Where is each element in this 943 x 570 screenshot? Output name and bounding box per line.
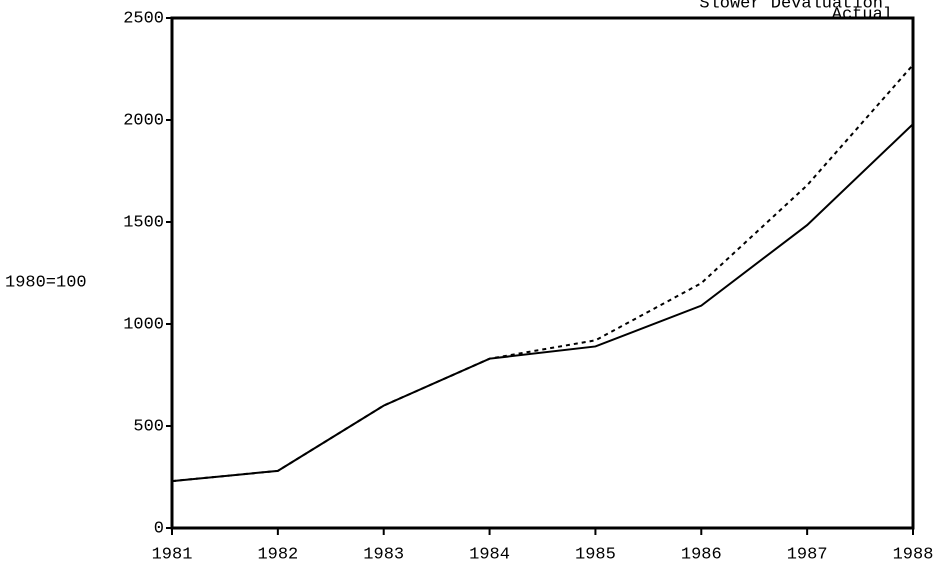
y-tick-label: 2500: [123, 9, 164, 28]
x-tick-label: 1983: [363, 545, 404, 564]
x-tick-label: 1985: [575, 545, 616, 564]
x-tick-label: 1981: [152, 545, 193, 564]
series-line: [171, 64, 914, 483]
series-line: [171, 123, 914, 483]
y-axis-label: 1980=100: [5, 273, 87, 292]
x-tick-label: 1982: [257, 545, 298, 564]
x-tick-label: 1986: [681, 545, 722, 564]
plot-frame: [170, 16, 915, 530]
x-tick-label: 1984: [469, 545, 510, 564]
y-tick-label: 1500: [123, 213, 164, 232]
series-label: Slower Devaluation: [699, 0, 883, 13]
y-tick-label: 0: [154, 519, 164, 538]
y-tick-label: 1000: [123, 315, 164, 334]
x-tick-label: 1988: [893, 545, 934, 564]
series-label: Actual: [832, 6, 893, 25]
x-tick-label: 1987: [787, 545, 828, 564]
y-tick-label: 2000: [123, 111, 164, 130]
y-tick-label: 500: [133, 417, 164, 436]
